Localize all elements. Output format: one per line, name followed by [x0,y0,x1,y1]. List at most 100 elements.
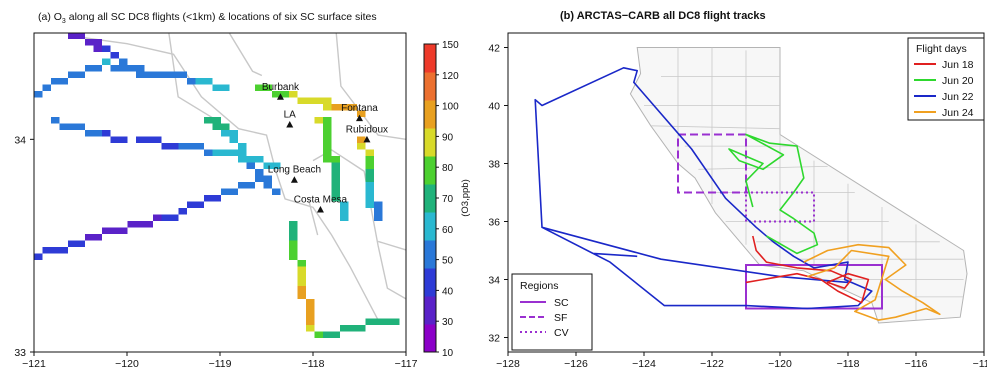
o3-cell [102,130,111,137]
o3-cell [365,318,374,325]
y-tick-label: 42 [488,43,500,55]
o3-cell [204,117,213,124]
o3-cell [374,208,383,215]
colorbar-tick-label: 100 [442,102,459,113]
o3-cell [365,182,374,189]
o3-cell [110,52,119,59]
o3-cell [212,117,221,124]
y-tick-label: 33 [14,347,26,359]
x-tick-label: −117 [395,358,418,370]
o3-cell [323,136,332,143]
o3-cell [136,136,145,143]
o3-cell [102,58,111,65]
o3-cell [365,169,374,176]
legend-label: Jun 18 [942,59,974,71]
o3-cell [306,305,315,312]
o3-cell [68,240,77,247]
boundary-line [168,32,221,123]
o3-cell [212,149,221,156]
o3-cell [340,208,349,215]
o3-cell [331,188,340,195]
x-tick-label: −126 [564,358,588,370]
o3-cell [170,214,179,221]
boundary-line [377,240,407,251]
o3-cell [238,149,247,156]
o3-cell [85,39,94,46]
o3-cell [297,266,306,273]
x-tick-label: −118 [302,358,325,370]
map-boundaries [80,32,407,321]
o3-cell [238,143,247,150]
o3-cell [221,84,230,91]
site-marker [356,114,363,122]
x-tick-label: −121 [22,358,46,370]
o3-cell [195,78,204,85]
x-tick-label: −119 [209,358,232,370]
o3-cell [263,182,272,189]
o3-cell [212,84,221,91]
flight-track-jun-20 [728,133,819,255]
o3-cell [212,123,221,130]
colorbar-tick-label: 60 [442,225,454,236]
o3-cell [102,45,111,52]
x-tick-label: −122 [700,358,724,370]
county-line [650,125,781,130]
y-tick-label: 34 [488,275,500,287]
chart-b-title: (b) ARCTAS−CARB all DC8 flight tracks [560,10,766,22]
chart-a-title: (a) O3 along all SC DC8 flights (<1km) &… [38,11,377,26]
o3-cell [136,65,145,72]
x-tick-label: −120 [768,358,792,370]
o3-cell [297,279,306,286]
o3-cell [246,162,255,169]
regions-legend-label: SF [554,312,567,324]
o3-cell [357,136,366,143]
o3-cell [306,97,315,104]
o3-cell [85,130,94,137]
o3-cell [161,143,170,150]
o3-cell [68,32,77,39]
o3-cell [323,331,332,338]
o3-cell [365,195,374,202]
o3-cell [204,149,213,156]
o3-cell [195,201,204,208]
o3-cell [178,71,187,78]
o3-cell [374,201,383,208]
county-lines [644,47,964,321]
legend-title: Flight days [916,43,967,55]
o3-cell [221,123,230,130]
y-tick-label: 34 [14,134,26,146]
o3-cell [59,123,68,130]
california-outline [629,47,968,324]
o3-cell [263,175,272,182]
o3-cell [42,247,51,254]
o3-cell [76,123,85,130]
o3-cell [323,123,332,130]
o3-cell [93,39,102,46]
o3-cell [85,234,94,241]
regions-legend-title: Regions [520,280,559,292]
o3-cell [297,97,306,104]
colorbar-label: (O3,ppb) [460,179,471,217]
o3-cell [289,247,298,254]
o3-cell [255,175,264,182]
o3-cell [93,65,102,72]
o3-cell [306,325,315,332]
colorbar-tick-label: 70 [442,194,454,205]
o3-cell [365,188,374,195]
x-tick-label: −128 [496,358,520,370]
o3-cell [289,234,298,241]
o3-cell [221,130,230,137]
o3-cell [272,188,281,195]
site-label: Burbank [262,82,300,93]
o3-cell [76,32,85,39]
region-box-cv [745,191,815,223]
o3-cell [119,136,128,143]
o3-cell [323,117,332,124]
o3-cell [280,91,289,98]
o3-cell [357,325,366,332]
o3-cell [331,156,340,163]
colorbar-segment [424,268,436,297]
o3-cell [331,104,340,111]
o3-cell [297,260,306,267]
colorbar-tick-label: 150 [442,40,459,51]
